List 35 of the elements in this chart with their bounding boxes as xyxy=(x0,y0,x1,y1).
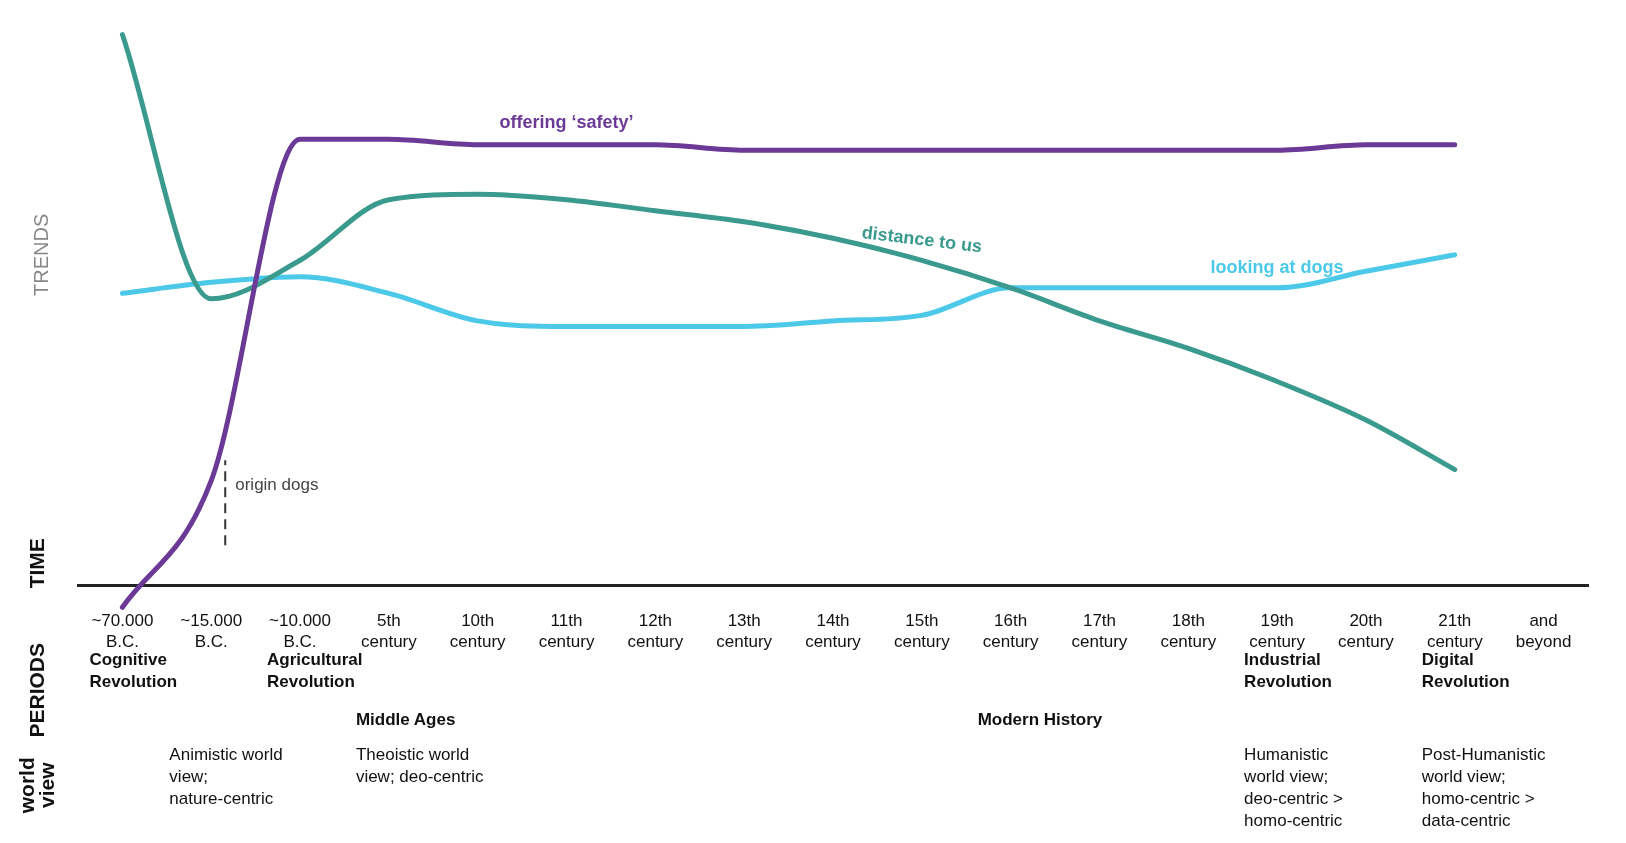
x-tick-label: and beyond xyxy=(1515,611,1572,651)
series-label: looking at dogs xyxy=(1210,256,1344,277)
x-tick-label: 17th century xyxy=(1071,611,1128,651)
ref-line-label: origin dogs xyxy=(235,474,319,494)
x-tick-label: 10th century xyxy=(449,611,507,651)
x-tick-label: 14th century xyxy=(805,611,862,651)
text: Modern History xyxy=(977,709,1103,729)
x-tick-label: 18th century xyxy=(1160,611,1217,651)
x-tick-label: 5th century xyxy=(361,611,418,651)
text: Middle Ages xyxy=(355,709,456,729)
text: Digital Revolution xyxy=(1421,649,1510,691)
y-axis-title: TRENDS xyxy=(29,213,52,296)
text: Agricultural Revolution xyxy=(267,649,363,691)
x-tick-label: 20th century xyxy=(1338,611,1395,651)
text: Humanistic world view; deo-centric > homo-centric xyxy=(1243,744,1343,830)
x-tick-label: ~15.000 B.C. xyxy=(180,611,243,651)
series-label: offering ‘safety’ xyxy=(499,111,634,132)
x-tick-label: 19th century xyxy=(1249,611,1306,651)
x-tick-label: 15th century xyxy=(893,611,951,651)
text: world view xyxy=(14,757,58,815)
text: Animistic world view; nature-centric xyxy=(169,744,283,808)
x-tick-label: 13th century xyxy=(716,611,773,651)
text: Theoistic world view; deo-centric xyxy=(355,744,484,786)
text: Post-Humanistic world view; homo-centric > data-centric xyxy=(1420,744,1547,830)
text: Cognitive Revolution xyxy=(89,649,178,691)
text: TIME xyxy=(24,538,48,589)
x-tick-label: 11th century xyxy=(538,611,595,651)
text: distance to us xyxy=(860,222,984,257)
x-tick-label: 21th century xyxy=(1426,611,1484,651)
text: PERIODS xyxy=(24,642,48,738)
x-tick-label: ~70.000 B.C. xyxy=(91,611,154,651)
x-tick-label: ~10.000 B.C. xyxy=(269,611,332,651)
text: Industrial Revolution xyxy=(1244,649,1332,691)
x-tick-label: 12th century xyxy=(627,611,684,651)
x-tick-label: 16th century xyxy=(982,611,1040,651)
